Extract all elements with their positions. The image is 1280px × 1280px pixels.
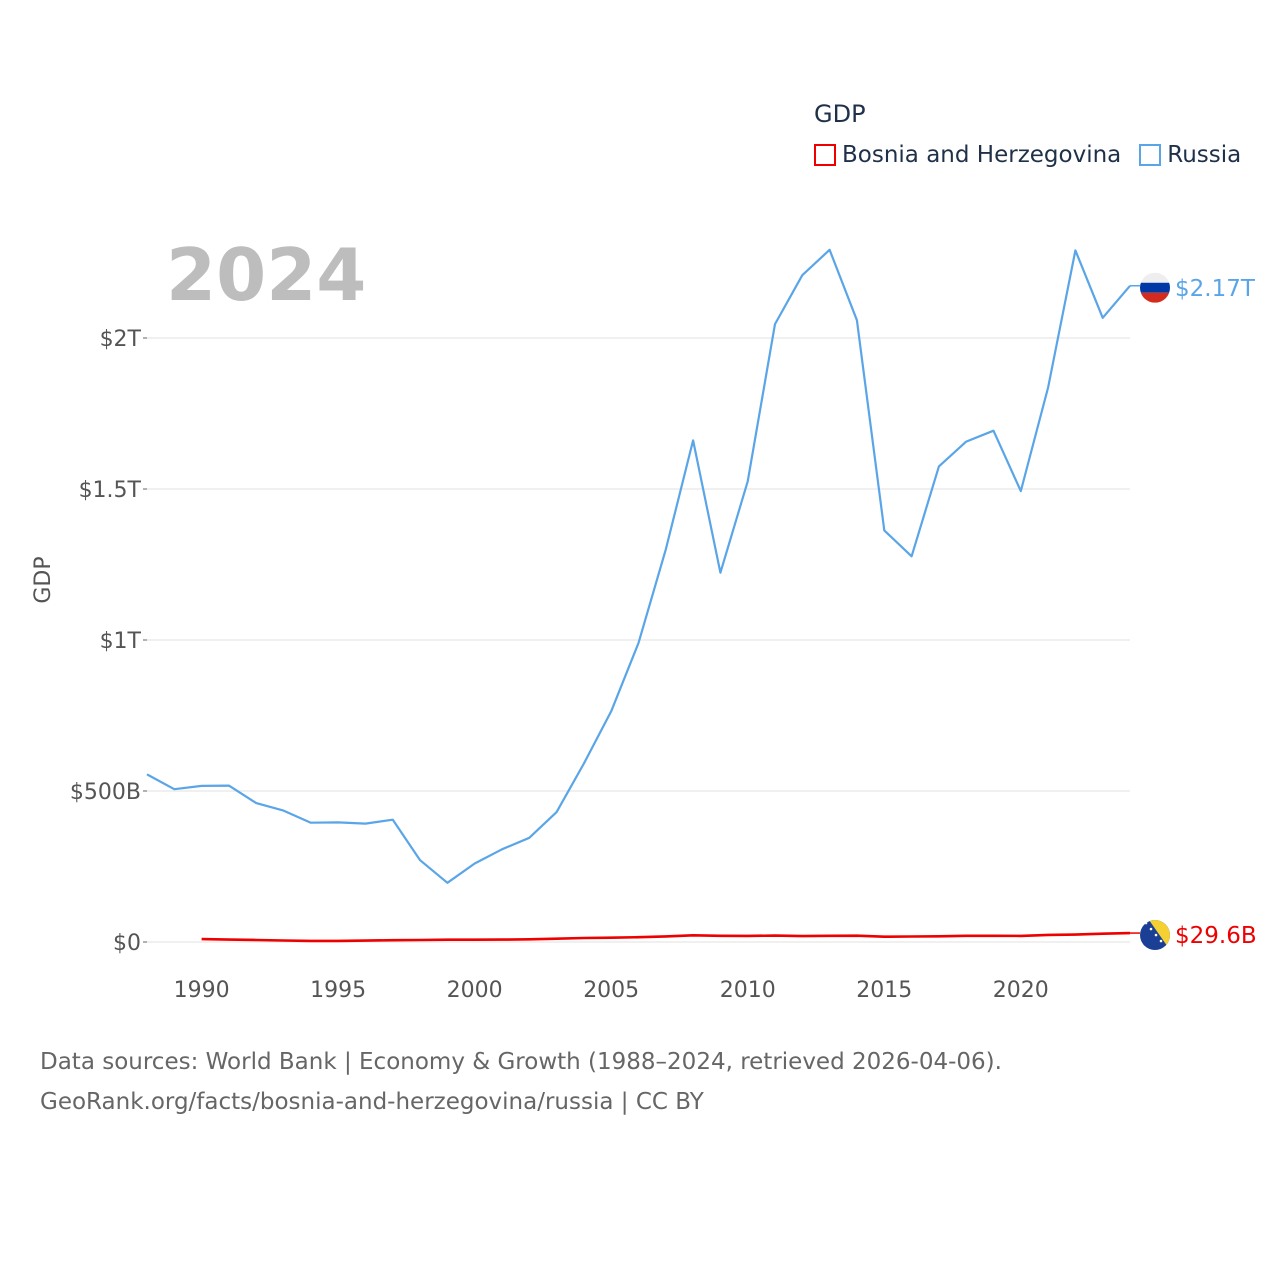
bosnia-flag-icon <box>1140 920 1170 951</box>
footer-link[interactable]: GeoRank.org/facts/bosnia-and-herzegovina… <box>40 1089 704 1115</box>
x-tick-label: 2020 <box>993 978 1049 1003</box>
x-tick-label: 2000 <box>447 978 503 1003</box>
end-markers: $2.17T $29.6B <box>1130 272 1257 951</box>
y-tick-label: $1.5T <box>79 478 142 503</box>
y-tick-label: $0 <box>113 931 141 956</box>
series-line-russia[interactable] <box>146 248 1131 884</box>
y-tick-label: $2T <box>100 327 142 352</box>
x-tick-label: 2015 <box>856 978 912 1003</box>
x-tick-label: 1995 <box>310 978 366 1003</box>
end-label-bosnia-and-herzegovina: $29.6B <box>1175 923 1257 949</box>
y-axis-title: GDP <box>31 556 56 603</box>
legend-swatch-russia <box>1139 144 1162 166</box>
x-tick-label: 2010 <box>720 978 776 1003</box>
y-tick-label: $1T <box>100 629 142 654</box>
legend-label-bosnia: Bosnia and Herzegovina <box>842 142 1122 168</box>
footer: Data sources: World Bank | Economy & Gro… <box>40 1042 1002 1122</box>
legend-title: GDP <box>814 100 866 128</box>
footer-sources: Data sources: World Bank | Economy & Gro… <box>40 1049 1002 1075</box>
y-tick-label: $500B <box>70 780 141 805</box>
year-label: 2024 <box>166 233 366 317</box>
end-label-russia: $2.17T <box>1175 276 1256 302</box>
x-tick-label: 1990 <box>174 978 230 1003</box>
legend-item-russia[interactable]: Russia <box>1139 142 1241 168</box>
x-tick-label: 2005 <box>583 978 639 1003</box>
series-line-bosnia-and-herzegovina[interactable] <box>201 931 1131 943</box>
legend-swatch-bosnia <box>814 144 836 166</box>
y-axis-ticks: $0 $500B $1T $1.5T $2T <box>70 327 147 956</box>
russia-flag-icon <box>1140 272 1170 303</box>
legend: Bosnia and Herzegovina Russia <box>814 142 1241 168</box>
legend-item-bosnia[interactable]: Bosnia and Herzegovina <box>814 142 1121 168</box>
x-axis-ticks: 1990 1995 2000 2005 2010 2015 2020 <box>174 978 1049 1003</box>
series-lines <box>146 248 1131 943</box>
legend-label-russia: Russia <box>1167 142 1242 168</box>
